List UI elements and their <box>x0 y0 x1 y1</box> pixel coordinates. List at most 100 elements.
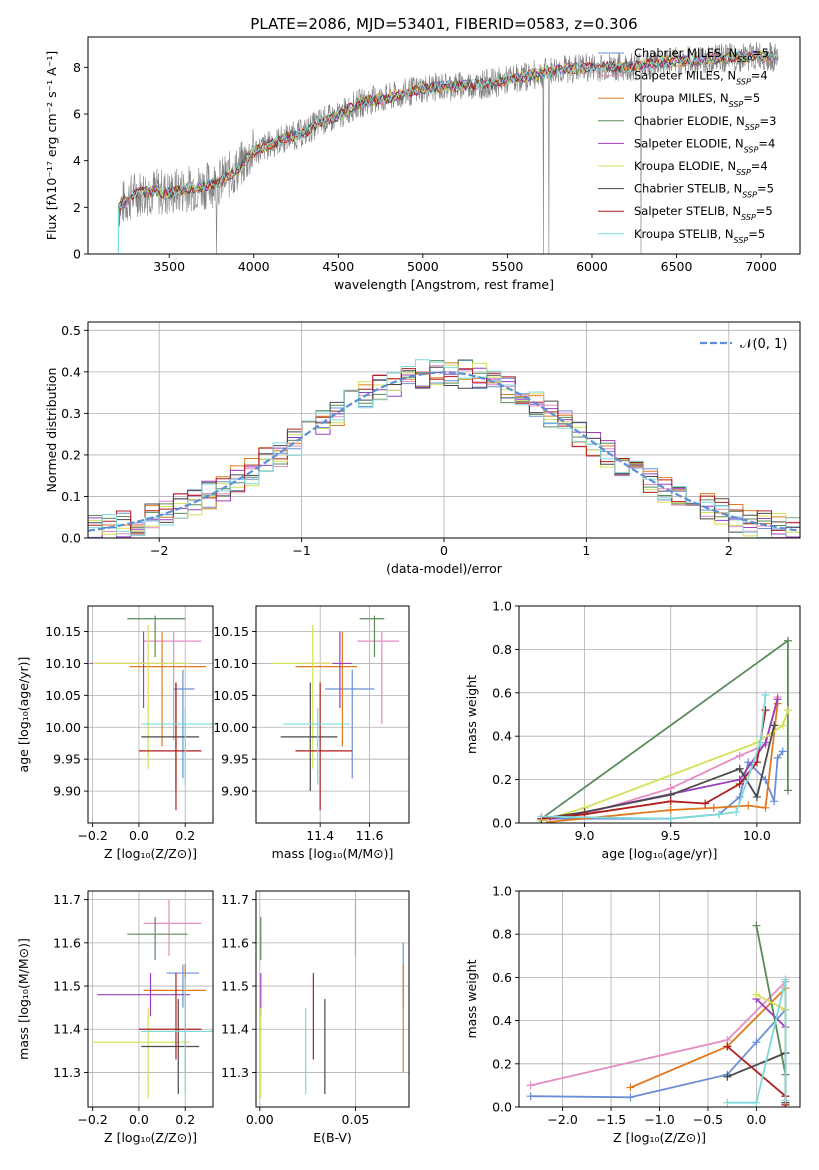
x-axis-label: Z [log₁₀(Z/Z⊙)] <box>104 1130 197 1145</box>
marker-kroupa_stelib <box>714 810 723 819</box>
y-axis-label: Flux [fλ10⁻¹⁷ erg cm⁻² s⁻¹ A⁻¹] <box>44 51 59 240</box>
x-tick-label: 4000 <box>238 259 270 274</box>
panel-mass_vs_z: −0.2 0.0 0.2 11.3 11.4 11.5 11.6 11.7 Z [log₁₀(Z… <box>16 890 214 1145</box>
y-axis-label: mass [log₁₀(M/M⊙)] <box>16 938 31 1060</box>
x-axis-label: wavelength [Angstrom, rest frame] <box>334 277 554 292</box>
y-tick-label: 11.6 <box>53 935 81 950</box>
y-tick-label: 0.2 <box>492 1056 512 1071</box>
marker-kroupa_elodie <box>752 990 761 999</box>
axes-frame <box>255 890 410 1108</box>
x-tick-label: 3500 <box>153 259 185 274</box>
x-axis-label: E(B-V) <box>313 1130 352 1145</box>
y-tick-label: 11.7 <box>53 892 81 907</box>
legend-label-kroupa_stelib: Kroupa STELIB, NSSP=5 <box>634 227 765 245</box>
x-tick-label: 7000 <box>745 259 777 274</box>
y-tick-label: 8 <box>73 60 81 75</box>
x-tick-label: 0.2 <box>175 1112 195 1127</box>
marker-chabrier_miles <box>526 1092 535 1101</box>
legend-label-chabrier_stelib: Chabrier STELIB, NSSP=5 <box>634 182 774 200</box>
y-tick-label: 10.05 <box>45 688 81 703</box>
plot-area <box>88 322 800 538</box>
x-tick-label: 0.2 <box>175 828 195 843</box>
marker-salpeter_stelib <box>723 1042 732 1051</box>
legend-label-kroupa_elodie: Kroupa ELODIE, NSSP=4 <box>634 159 768 177</box>
y-tick-label: 10.05 <box>213 688 249 703</box>
x-tick-label: 2 <box>725 543 733 558</box>
axes-frame <box>518 605 801 824</box>
y-axis-label: Normed distribution <box>44 368 59 493</box>
marker-salpeter_miles <box>526 1081 535 1090</box>
series-line-kroupa_stelib <box>541 694 767 820</box>
marker-kroupa_stelib <box>752 1098 761 1107</box>
marker-kroupa_stelib <box>666 814 675 823</box>
marker-chabrier_elodie <box>783 786 792 795</box>
marker-chabrier_miles <box>752 1038 761 1047</box>
x-tick-label: 0.00 <box>246 1112 274 1127</box>
y-axis-label: mass weight <box>464 675 479 754</box>
x-axis-label: (data-model)/error <box>386 561 503 576</box>
y-tick-label: 11.6 <box>221 935 249 950</box>
legend-label-normal: 𝒩(0, 1) <box>740 337 787 352</box>
y-tick-label: 4 <box>73 153 81 168</box>
marker-chabrier_stelib <box>770 721 779 730</box>
marker-chabrier_miles <box>626 1093 635 1102</box>
axes-frame <box>87 890 214 1108</box>
y-tick-label: 0.1 <box>61 489 81 504</box>
y-tick-label: 10.10 <box>213 656 249 671</box>
x-tick-label: −2.0 <box>547 1112 577 1127</box>
panel-mass_vs_ebv: 0.00 0.05 11.3 11.4 11.5 11.6 11.7 E(B-V) <box>221 890 410 1145</box>
y-tick-label: 0.6 <box>492 970 512 985</box>
y-tick-label: 0.2 <box>61 447 81 462</box>
y-tick-label: 9.95 <box>53 752 81 767</box>
y-tick-label: 6 <box>73 107 81 122</box>
y-tick-label: 11.4 <box>53 1022 81 1037</box>
x-tick-label: 0 <box>440 543 448 558</box>
marker-kroupa_stelib <box>761 690 770 699</box>
y-tick-label: 0.0 <box>61 531 81 546</box>
x-tick-label: 5000 <box>407 259 439 274</box>
normal-curve-line <box>88 371 800 532</box>
y-tick-label: 1.0 <box>492 884 512 899</box>
x-axis-label: Z [log₁₀(Z/Z⊙)] <box>613 1130 706 1145</box>
series-line-chabrier_miles <box>541 750 784 820</box>
y-axis-label: age [log₁₀(age/yr)] <box>16 657 31 773</box>
y-tick-label: 11.3 <box>53 1065 81 1080</box>
y-tick-label: 0.3 <box>61 406 81 421</box>
marker-salpeter_stelib <box>761 706 770 715</box>
figure-title: PLATE=2086, MJD=53401, FIBERID=0583, z=0… <box>250 15 637 33</box>
model-line-kroupa_stelib <box>118 49 779 209</box>
legend-label-kroupa_miles: Kroupa MILES, NSSP=5 <box>634 91 760 109</box>
y-tick-label: 10.15 <box>213 624 249 639</box>
y-tick-label: 0.4 <box>61 364 81 379</box>
marker-kroupa_stelib <box>732 808 741 817</box>
x-axis-label: mass [log₁₀(M/M⊙)] <box>272 846 394 861</box>
series-line-salpeter_miles <box>541 696 779 820</box>
plot-area <box>88 606 213 823</box>
axes-frame <box>87 36 801 255</box>
plot-area <box>519 606 800 823</box>
series-line-chabrier_elodie <box>540 638 789 820</box>
y-tick-label: 11.7 <box>221 892 249 907</box>
y-tick-label: 0.8 <box>492 927 512 942</box>
x-tick-label: −1.0 <box>644 1112 674 1127</box>
y-tick-label: 9.90 <box>53 784 81 799</box>
series-line-chabrier_stelib <box>541 725 775 820</box>
x-tick-label: 6000 <box>576 259 608 274</box>
y-tick-label: 11.5 <box>53 979 81 994</box>
x-tick-label: 9.5 <box>661 828 681 843</box>
x-tick-label: 0.05 <box>342 1112 370 1127</box>
marker-salpeter_stelib <box>735 779 744 788</box>
panel-residuals: 𝒩(0, 1) −2 −1 0 1 2 0.0 0.1 0.2 0.3 0.4 0.5 (data-mo… <box>44 321 801 576</box>
x-axis-label: Z [log₁₀(Z/Z⊙)] <box>104 846 197 861</box>
plot-area <box>519 891 800 1107</box>
histogram-salpeter_stelib <box>88 368 800 535</box>
marker-kroupa_stelib <box>756 738 765 747</box>
x-tick-label: 11.6 <box>356 828 384 843</box>
y-tick-label: 0.8 <box>492 642 512 657</box>
marker-salpeter_elodie <box>773 695 782 704</box>
y-tick-label: 9.90 <box>221 784 249 799</box>
marker-kroupa_miles <box>666 805 675 814</box>
x-tick-label: 11.4 <box>306 828 334 843</box>
x-tick-label: 6500 <box>661 259 693 274</box>
legend-label-salpeter_elodie: Salpeter ELODIE, NSSP=4 <box>634 136 775 154</box>
